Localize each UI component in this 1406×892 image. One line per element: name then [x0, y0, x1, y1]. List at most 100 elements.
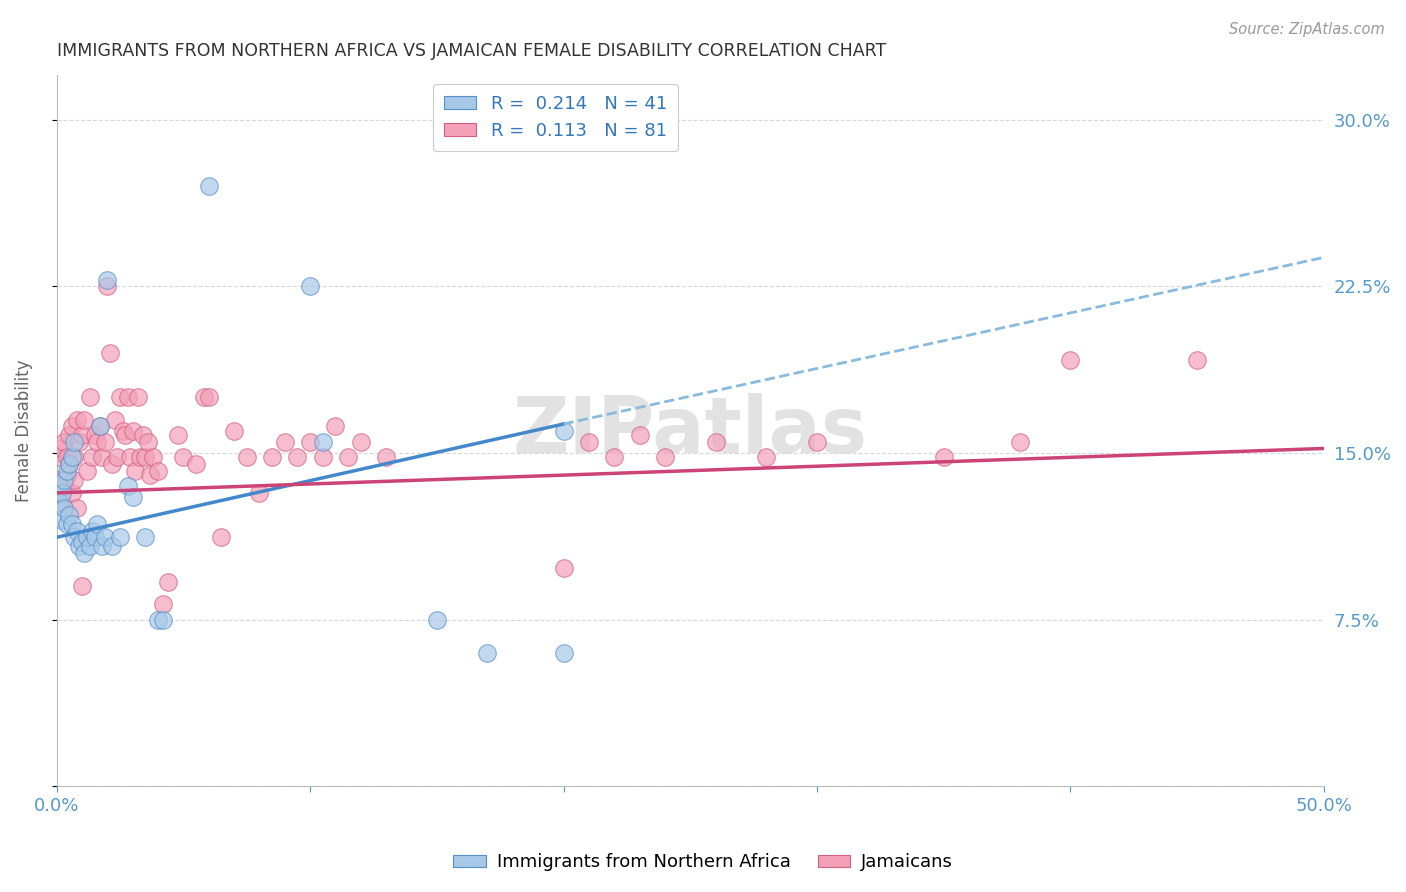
Point	[101, 539, 124, 553]
Point	[66, 501, 89, 516]
Point	[91, 539, 114, 553]
Point	[553, 424, 575, 438]
Point	[704, 434, 727, 449]
Point	[129, 450, 152, 465]
Point	[299, 434, 322, 449]
Point	[51, 512, 73, 526]
Point	[96, 279, 118, 293]
Point	[375, 450, 398, 465]
Text: IMMIGRANTS FROM NORTHERN AFRICA VS JAMAICAN FEMALE DISABILITY CORRELATION CHART: IMMIGRANTS FROM NORTHERN AFRICA VS JAMAI…	[56, 42, 886, 60]
Point	[553, 646, 575, 660]
Point	[932, 450, 955, 465]
Legend: Immigrants from Northern Africa, Jamaicans: Immigrants from Northern Africa, Jamaica…	[446, 847, 960, 879]
Point	[1185, 352, 1208, 367]
Point	[60, 450, 83, 465]
Point	[152, 597, 174, 611]
Point	[82, 450, 104, 465]
Point	[312, 450, 335, 465]
Point	[96, 272, 118, 286]
Point	[1059, 352, 1081, 367]
Text: Source: ZipAtlas.com: Source: ZipAtlas.com	[1229, 22, 1385, 37]
Point	[132, 428, 155, 442]
Point	[98, 346, 121, 360]
Point	[299, 279, 322, 293]
Point	[193, 390, 215, 404]
Point	[247, 486, 270, 500]
Point	[73, 546, 96, 560]
Point	[120, 450, 142, 465]
Point	[55, 450, 77, 465]
Point	[114, 428, 136, 442]
Point	[806, 434, 828, 449]
Point	[121, 424, 143, 438]
Point	[48, 479, 70, 493]
Point	[628, 428, 651, 442]
Point	[312, 434, 335, 449]
Point	[55, 516, 77, 531]
Point	[111, 424, 134, 438]
Point	[755, 450, 778, 465]
Point	[73, 412, 96, 426]
Point	[94, 530, 117, 544]
Point	[654, 450, 676, 465]
Point	[63, 473, 86, 487]
Point	[222, 424, 245, 438]
Point	[60, 419, 83, 434]
Point	[79, 390, 101, 404]
Point	[107, 450, 129, 465]
Point	[127, 390, 149, 404]
Point	[134, 530, 156, 544]
Point	[66, 412, 89, 426]
Point	[63, 434, 86, 449]
Point	[51, 486, 73, 500]
Point	[76, 530, 98, 544]
Point	[83, 530, 105, 544]
Point	[94, 434, 117, 449]
Point	[66, 524, 89, 538]
Point	[53, 479, 76, 493]
Point	[603, 450, 626, 465]
Point	[350, 434, 373, 449]
Point	[67, 434, 90, 449]
Point	[578, 434, 600, 449]
Point	[48, 495, 70, 509]
Point	[91, 450, 114, 465]
Point	[76, 464, 98, 478]
Point	[108, 390, 131, 404]
Point	[86, 434, 108, 449]
Point	[58, 508, 80, 522]
Point	[53, 434, 76, 449]
Point	[146, 464, 169, 478]
Point	[101, 457, 124, 471]
Point	[172, 450, 194, 465]
Point	[60, 516, 83, 531]
Point	[48, 450, 70, 465]
Legend: R =  0.214   N = 41, R =  0.113   N = 81: R = 0.214 N = 41, R = 0.113 N = 81	[433, 84, 678, 151]
Point	[79, 539, 101, 553]
Point	[48, 473, 70, 487]
Point	[139, 468, 162, 483]
Point	[117, 479, 139, 493]
Point	[553, 561, 575, 575]
Point	[426, 613, 449, 627]
Point	[51, 495, 73, 509]
Point	[63, 530, 86, 544]
Point	[104, 412, 127, 426]
Point	[86, 516, 108, 531]
Point	[60, 486, 83, 500]
Point	[70, 534, 93, 549]
Point	[325, 419, 347, 434]
Point	[142, 450, 165, 465]
Point	[70, 428, 93, 442]
Point	[274, 434, 297, 449]
Point	[157, 574, 180, 589]
Point	[121, 491, 143, 505]
Point	[209, 530, 232, 544]
Point	[55, 464, 77, 478]
Point	[89, 419, 111, 434]
Point	[58, 457, 80, 471]
Point	[58, 428, 80, 442]
Point	[89, 419, 111, 434]
Point	[63, 450, 86, 465]
Point	[1008, 434, 1031, 449]
